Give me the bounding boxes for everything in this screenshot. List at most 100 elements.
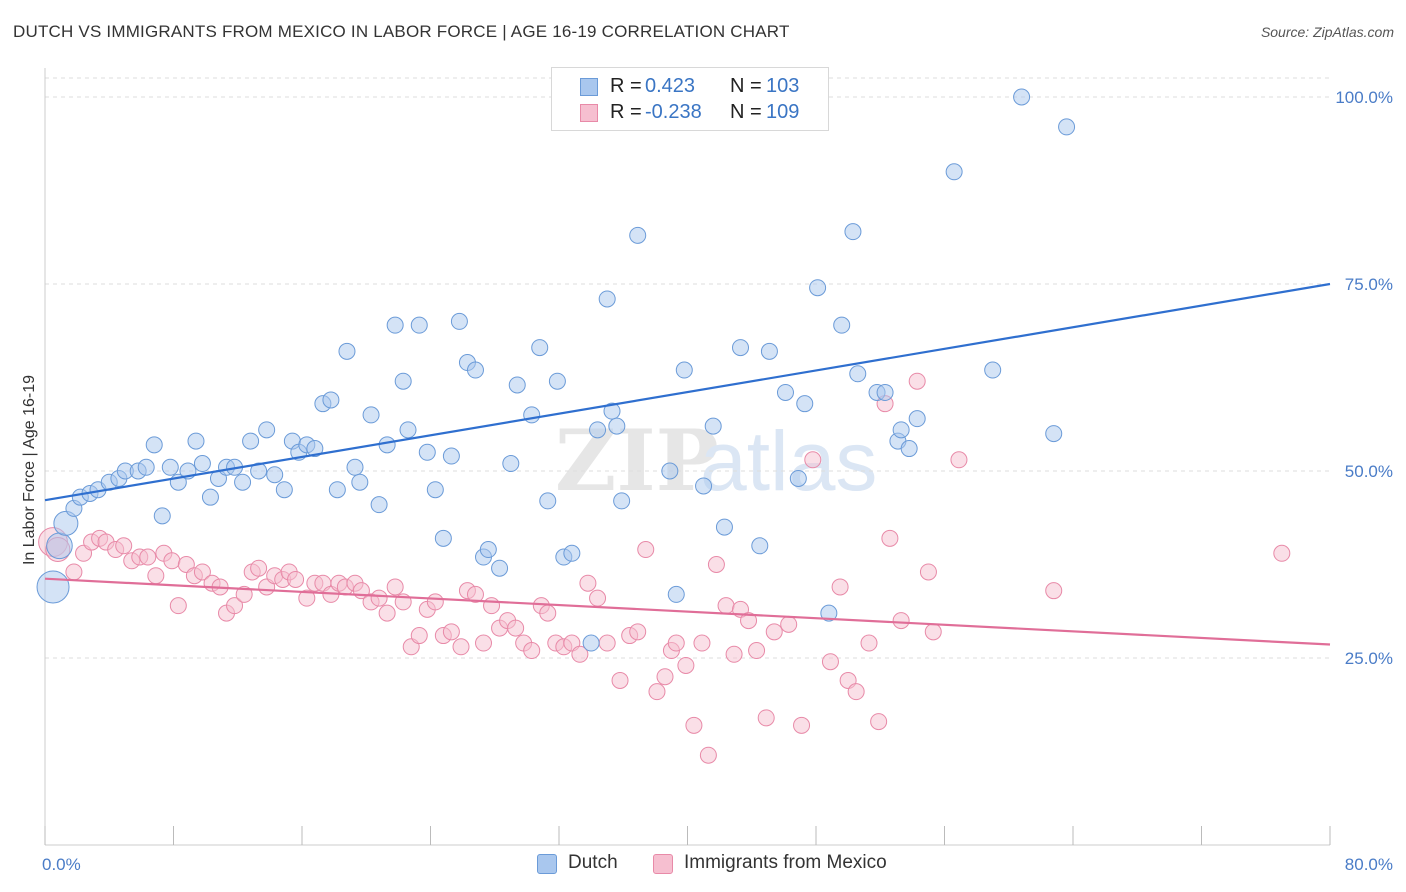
mexico-point <box>298 589 316 607</box>
watermark-zip: ZIP <box>555 411 719 510</box>
dutch-point <box>250 462 268 480</box>
dutch-point <box>466 361 484 379</box>
dutch-point <box>876 383 894 401</box>
dutch-point <box>479 541 497 559</box>
mexico-point <box>442 623 460 641</box>
dutch-point <box>508 376 526 394</box>
mexico-point <box>847 683 865 701</box>
dutch-point <box>306 440 324 458</box>
dutch-point <box>378 436 396 454</box>
dutch-point <box>434 529 452 547</box>
dutch-point <box>833 316 851 334</box>
mexico-point <box>1045 582 1063 600</box>
dutch-point <box>613 492 631 510</box>
legend-n-label: N = <box>730 101 762 123</box>
dutch-point <box>338 342 356 360</box>
legend-swatch-mexico <box>653 854 673 874</box>
mexico-point <box>870 713 888 731</box>
mexico-point <box>950 451 968 469</box>
mexico-points <box>38 372 1291 764</box>
legend-label-dutch: Dutch <box>568 852 618 873</box>
legend-swatch-mexico <box>580 104 598 122</box>
legend-swatch-dutch <box>580 78 598 96</box>
legend-r-label: R = <box>610 75 642 97</box>
mexico-point <box>656 668 674 686</box>
mexico-point <box>821 653 839 671</box>
dutch-point <box>36 570 70 604</box>
legend-n-value: 103 <box>766 75 800 97</box>
dutch-point <box>531 339 549 357</box>
mexico-point <box>452 638 470 656</box>
dutch-point <box>266 466 284 484</box>
mexico-point <box>507 619 525 637</box>
x-tick-label-max: 80.0% <box>1345 855 1393 874</box>
dutch-point <box>201 488 219 506</box>
mexico-point <box>539 604 557 622</box>
mexico-point <box>475 634 493 652</box>
dutch-point <box>908 410 926 428</box>
y-tick-label: 25.0% <box>1345 649 1393 668</box>
dutch-point <box>187 432 205 450</box>
dutch-point <box>502 455 520 473</box>
dutch-point <box>418 443 436 461</box>
dutch-point <box>362 406 380 424</box>
mexico-point <box>193 563 211 581</box>
mexico-point <box>523 642 541 660</box>
y-tick-label: 100.0% <box>1335 88 1393 107</box>
mexico-point <box>831 578 849 596</box>
series-legend: Dutch Immigrants from Mexico <box>0 852 1406 878</box>
dutch-point <box>695 477 713 495</box>
mexico-point <box>579 574 597 592</box>
dutch-point <box>789 469 807 487</box>
dutch-point <box>145 436 163 454</box>
stats-legend: R = 0.423 N = 103 R = -0.238 N = 109 <box>551 67 829 131</box>
dutch-point <box>776 383 794 401</box>
legend-row-dutch: R = 0.423 N = 103 <box>552 75 828 101</box>
dutch-point <box>945 163 963 181</box>
mexico-point <box>378 604 396 622</box>
mexico-point <box>725 645 743 663</box>
legend-label-mexico: Immigrants from Mexico <box>684 852 887 873</box>
mexico-point <box>908 372 926 390</box>
mexico-point <box>881 529 899 547</box>
mexico-point <box>629 623 647 641</box>
mexico-point <box>793 716 811 734</box>
dutch-point <box>442 447 460 465</box>
dutch-point <box>539 492 557 510</box>
dutch-point <box>900 440 918 458</box>
mexico-point <box>748 642 766 660</box>
mexico-point <box>860 634 878 652</box>
dutch-point <box>796 395 814 413</box>
x-tick-label-min: 0.0% <box>42 855 81 874</box>
legend-swatch-dutch <box>537 854 557 874</box>
mexico-point <box>147 567 165 585</box>
mexico-point <box>924 623 942 641</box>
dutch-point <box>193 455 211 473</box>
dutch-point <box>675 361 693 379</box>
mexico-point <box>250 559 268 577</box>
mexico-point <box>685 716 703 734</box>
mexico-point <box>226 597 244 615</box>
mexico-point <box>780 615 798 633</box>
source-note: Source: ZipAtlas.com <box>1260 24 1394 40</box>
dutch-point <box>137 458 155 476</box>
mexico-point <box>892 612 910 630</box>
dutch-point <box>491 559 509 577</box>
dutch-point <box>751 537 769 555</box>
dutch-point <box>234 473 252 491</box>
mexico-point <box>1273 544 1291 562</box>
mexico-point <box>287 570 305 588</box>
mexico-point <box>919 563 937 581</box>
legend-row-mexico: R = -0.238 N = 109 <box>552 101 828 127</box>
dutch-point <box>242 432 260 450</box>
trendlines <box>44 282 1331 646</box>
dutch-point <box>394 372 412 390</box>
dutch-point <box>53 510 79 536</box>
mexico-point <box>483 597 501 615</box>
mexico-point <box>648 683 666 701</box>
dutch-point <box>426 481 444 499</box>
legend-r-value: -0.238 <box>645 101 702 123</box>
dutch-point <box>629 226 647 244</box>
dutch-point <box>386 316 404 334</box>
